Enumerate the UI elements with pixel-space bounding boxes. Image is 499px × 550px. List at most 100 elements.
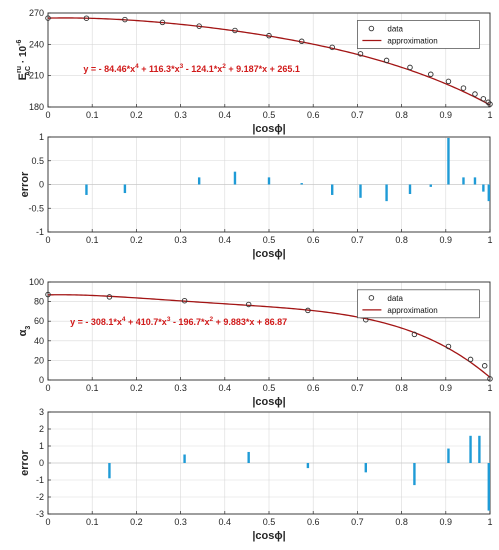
error-bar — [197, 177, 201, 185]
y-tick-label: -0.5 — [28, 203, 44, 213]
y-tick-label: 3 — [39, 407, 44, 417]
data-point — [445, 343, 452, 350]
chart-panel-1: 0 0.1 0.2 0.3 0.4 0.5 0.6 0.7 0.8 0.9 1 180 210 240 27… — [16, 8, 493, 135]
x-tick-label: 0 — [45, 235, 50, 245]
error-bar — [183, 454, 186, 463]
x-tick-label: 0.2 — [130, 110, 143, 120]
x-tick-label: 0.1 — [86, 517, 99, 527]
x-tick-label: 0.5 — [263, 517, 276, 527]
data-point — [159, 19, 166, 26]
x-tick-label: 0.7 — [351, 383, 364, 393]
y-tick-label: -1 — [36, 475, 44, 485]
x-tick-label: 0.5 — [263, 110, 276, 120]
x-tick-label: 0.6 — [307, 383, 320, 393]
y-tick-label: 180 — [29, 102, 44, 112]
equation-part: + 410.7*x — [126, 317, 167, 327]
y-label-part: AC — [25, 66, 32, 76]
y-tick-label: 270 — [29, 8, 44, 18]
error-bar — [413, 463, 416, 486]
y-tick-label: 0 — [39, 458, 44, 468]
data-point — [487, 376, 493, 382]
approximation-line — [47, 17, 491, 106]
data-point — [122, 16, 128, 23]
x-tick-label: 0.4 — [219, 517, 232, 527]
error-bar — [447, 137, 450, 185]
legend-marker-data — [368, 295, 375, 301]
equation-part: 4 — [135, 63, 139, 70]
data-point — [305, 307, 311, 314]
y-tick-label: -3 — [36, 509, 44, 519]
data-point — [329, 44, 335, 51]
data-point — [266, 32, 272, 39]
y-axis-label: Eru AC · 10-6 — [16, 40, 32, 81]
y-label-part: α — [17, 329, 29, 336]
data-point — [45, 291, 51, 298]
x-tick-label: 0 — [45, 383, 50, 393]
equation-part: 2 — [222, 63, 226, 70]
error-bar — [359, 184, 362, 198]
x-tick-label: 0.5 — [263, 383, 276, 393]
y-label-part: -6 — [16, 40, 23, 46]
data-point — [428, 71, 434, 78]
equation-part: y = - 84.46*x — [83, 64, 135, 74]
x-axis-label: |cosϕ| — [252, 248, 285, 260]
data-point — [383, 57, 390, 64]
y-tick-label: 1 — [39, 132, 44, 142]
x-tick-label: 0.9 — [440, 517, 453, 527]
error-bar — [482, 184, 485, 192]
equation-part: + 116.3*x — [139, 64, 180, 74]
x-tick-label: 0.4 — [219, 110, 232, 120]
legend-marker-data — [368, 25, 375, 32]
y-tick-label: 20 — [34, 355, 44, 365]
error-bar — [123, 184, 127, 194]
y-label-part: 3 — [25, 326, 32, 330]
y-tick-label: 210 — [29, 71, 44, 81]
data-point — [357, 51, 364, 57]
y-label-part: E — [17, 73, 29, 80]
equation-part: + 9.883*x + 86.87 — [213, 317, 287, 327]
y-axis-label: error — [19, 171, 31, 197]
error-bar — [429, 184, 432, 187]
x-axis-label: |cosϕ| — [252, 530, 285, 542]
legend-label-data: data — [387, 25, 403, 34]
error-bar — [267, 177, 271, 185]
x-tick-label: 1 — [487, 235, 492, 245]
x-tick-label: 0.1 — [86, 235, 99, 245]
x-tick-label: 0.7 — [351, 517, 364, 527]
data-point — [480, 96, 487, 102]
x-tick-label: 0.7 — [351, 110, 364, 120]
data-point — [83, 15, 90, 21]
equation-part: 2 — [209, 316, 213, 323]
chart-panel-3: 0 0.1 0.2 0.3 0.4 0.5 0.6 0.7 0.8 0.9 1 0 20 40 60 80 10… — [17, 277, 493, 408]
equation-part: 4 — [122, 316, 126, 323]
data-point — [181, 297, 188, 304]
data-point — [45, 15, 51, 21]
data-point — [472, 91, 478, 97]
error-bar — [108, 463, 111, 479]
error-bar — [487, 463, 490, 511]
equation-part: 3 — [167, 316, 171, 323]
x-tick-label: 0.3 — [174, 517, 187, 527]
legend-box — [357, 289, 480, 319]
plot-frame — [47, 281, 491, 381]
equation-part: y = - 308.1*x — [70, 317, 122, 327]
y-tick-label: 0 — [39, 375, 44, 385]
x-tick-label: 0.6 — [307, 235, 320, 245]
error-bar — [364, 463, 367, 473]
x-tick-label: 0.2 — [130, 383, 143, 393]
x-tick-label: 0.5 — [263, 235, 276, 245]
error-bar — [469, 435, 472, 463]
legend: data approximation — [357, 289, 480, 319]
x-tick-label: 0 — [45, 110, 50, 120]
data-point — [487, 101, 493, 107]
error-bar — [247, 451, 250, 463]
data-point — [467, 356, 474, 363]
error-bar — [331, 184, 334, 195]
x-tick-label: 0.8 — [395, 235, 408, 245]
y-tick-label: 100 — [29, 277, 44, 287]
x-tick-label: 0.6 — [307, 110, 320, 120]
x-tick-label: 0.8 — [395, 383, 408, 393]
error-bar — [478, 435, 481, 463]
error-bar — [408, 184, 412, 194]
x-tick-label: 0 — [45, 517, 50, 527]
